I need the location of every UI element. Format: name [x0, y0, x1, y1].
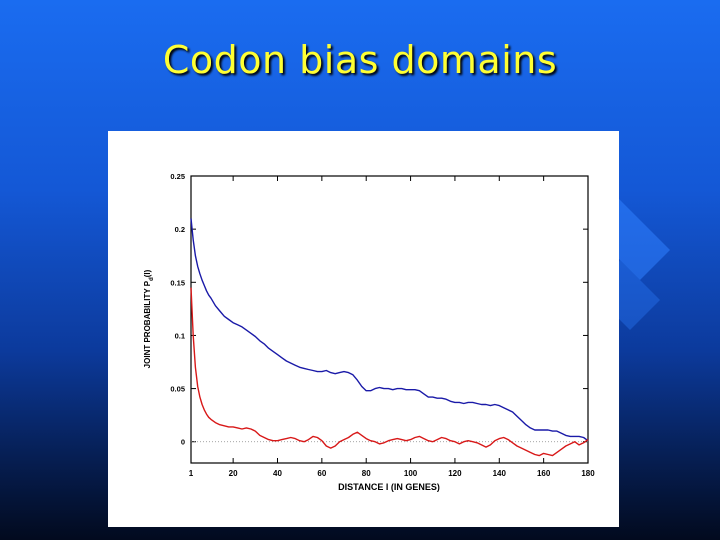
y-axis-label: JOINT PROBABILITY Pd(l)	[143, 269, 155, 368]
x-tick-label: 140	[493, 469, 507, 478]
series-line-blue	[190, 218, 589, 442]
x-tick-label: 60	[317, 469, 326, 478]
x-tick-label: 1	[189, 469, 194, 478]
y-tick-label: 0.1	[175, 331, 185, 340]
line-chart: 00.050.10.150.20.25 1 20 40 60 80 100 120 140 16…	[143, 172, 595, 492]
y-axis-ticks: 0 0.05 0.1 0.15 0.2 0.25	[170, 172, 588, 447]
y-tick-label: 0.15	[170, 278, 185, 287]
y-axis-label-suffix: (l)	[143, 269, 152, 277]
slide-title: Codon bias domains	[162, 38, 558, 82]
x-tick-label: 80	[362, 469, 371, 478]
y-tick-label: 0.2	[175, 225, 185, 234]
y-axis-label-subscript: d	[149, 277, 155, 281]
y-tick-label: 0	[181, 438, 185, 447]
x-axis-label: DISTANCE l (IN GENES)	[338, 482, 440, 492]
y-tick-label: 0.25	[170, 172, 185, 181]
plot-frame	[190, 175, 589, 464]
x-tick-label: 100	[404, 469, 418, 478]
x-tick-label: 120	[448, 469, 462, 478]
y-axis-label-main: JOINT PROBABILITY P	[143, 280, 152, 368]
chart-panel: 0 0.05 0.1 0.15 0.2 0.25 1 20 40 60 80 100 120 140 16…	[108, 131, 619, 527]
x-axis-ticks: 1 20 40 60 80 100 120 140 160 180	[189, 176, 595, 478]
x-tick-label: 160	[537, 469, 551, 478]
series-line-red	[190, 287, 589, 457]
x-tick-label: 40	[273, 469, 282, 478]
series-lines	[190, 218, 589, 457]
y-tick-label: 0.05	[170, 385, 185, 394]
x-tick-label: 180	[581, 469, 595, 478]
x-tick-label: 20	[229, 469, 238, 478]
